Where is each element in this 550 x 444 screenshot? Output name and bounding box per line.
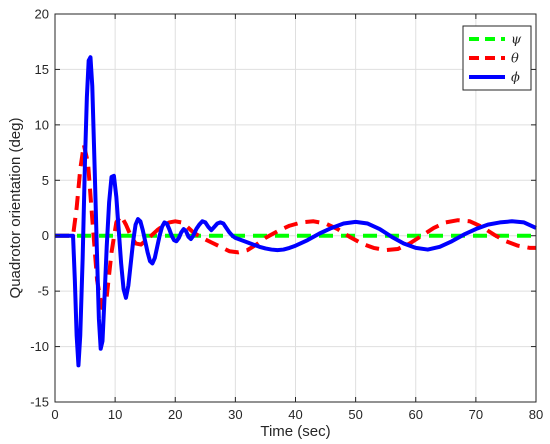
series-line-theta	[55, 142, 536, 310]
series-line-phi	[55, 55, 537, 368]
y-tick-label: 10	[35, 117, 49, 132]
x-tick-label: 80	[529, 407, 543, 422]
legend-label: θ	[511, 52, 519, 67]
ticks: 0 10 20 30 40 50 60 70 80 -15 -10 -5 0 5 10 15 20	[30, 7, 543, 423]
y-tick-label: -15	[30, 395, 49, 410]
x-tick-label: 60	[409, 407, 423, 422]
y-tick-label: 0	[42, 228, 49, 243]
legend-box	[462, 25, 532, 91]
x-axis-label: Time (sec)	[260, 423, 330, 440]
y-tick-label: 5	[42, 173, 49, 188]
y-tick-label: -5	[37, 284, 49, 299]
x-tick-label: 20	[168, 407, 182, 422]
x-tick-label: 10	[108, 407, 122, 422]
series-layer	[55, 55, 537, 368]
y-tick-label: 20	[35, 7, 49, 22]
y-axis-label: Quadrotor orientation (deg)	[7, 118, 24, 299]
y-tick-label: 15	[35, 62, 49, 77]
legend-label: ψ	[511, 33, 522, 48]
legend-label: ϕ	[511, 71, 520, 86]
y-tick-label: -10	[30, 339, 49, 354]
x-tick-label: 70	[469, 407, 483, 422]
x-tick-label: 40	[288, 407, 302, 422]
x-tick-label: 0	[51, 407, 58, 422]
legend: ψθϕ	[462, 25, 532, 91]
x-tick-label: 50	[348, 407, 362, 422]
x-tick-label: 30	[228, 407, 242, 422]
